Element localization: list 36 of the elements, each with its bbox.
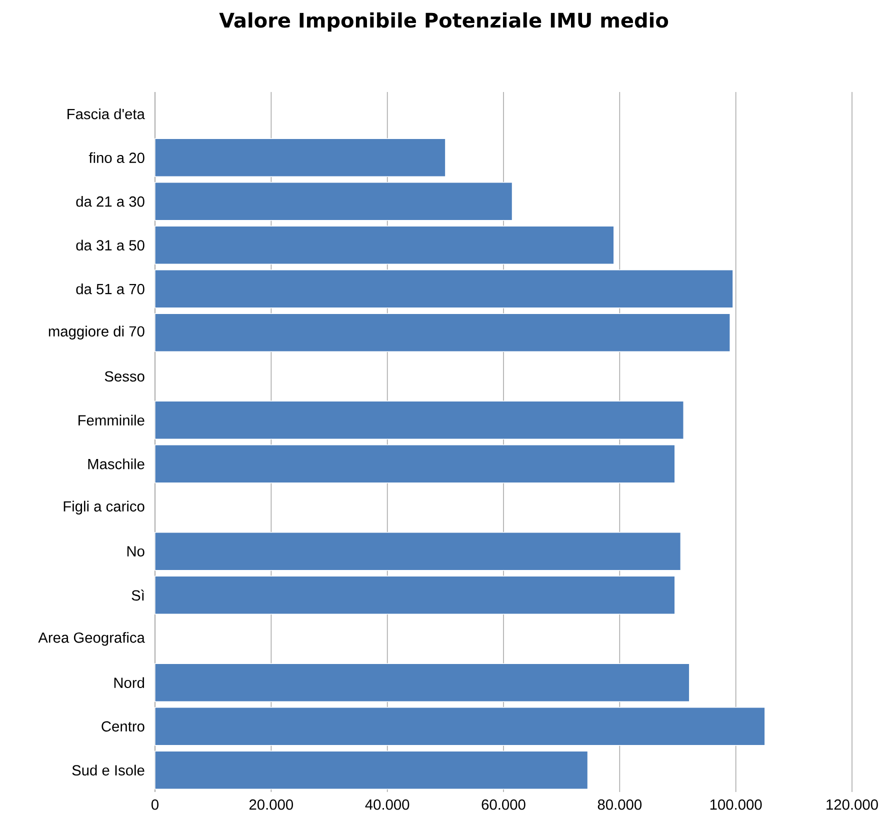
bar bbox=[154, 707, 766, 746]
bar bbox=[154, 444, 676, 484]
x-tick-label: 120.000 bbox=[826, 799, 878, 810]
bar bbox=[154, 532, 681, 571]
y-tick-label: Femminile bbox=[78, 414, 144, 426]
bar bbox=[154, 270, 734, 308]
bar bbox=[154, 313, 730, 352]
chart-title: Valore Imponibile Potenziale IMU medio bbox=[219, 12, 668, 32]
x-tick-label: 20.000 bbox=[249, 799, 294, 810]
bar bbox=[154, 138, 446, 177]
y-tick-label: fino a 20 bbox=[88, 152, 144, 164]
x-tick-label: 0 bbox=[151, 799, 158, 810]
y-tick-label: da 51 a 70 bbox=[76, 284, 144, 294]
x-tick-label: 40.000 bbox=[365, 799, 410, 810]
y-tick-label: No bbox=[127, 546, 144, 556]
y-tick-label: Sud e Isole bbox=[72, 764, 144, 776]
y-tick-label: Centro bbox=[102, 721, 144, 732]
y-tick-label: Figli a carico bbox=[64, 500, 144, 514]
y-tick-label: da 31 a 50 bbox=[76, 240, 144, 251]
y-tick-label: Sesso bbox=[104, 371, 144, 382]
x-tick-label: 100.000 bbox=[710, 799, 762, 810]
bar bbox=[154, 576, 676, 614]
y-tick-label: Fascia d'eta bbox=[68, 108, 145, 120]
y-tick-label: Maschile bbox=[88, 458, 144, 470]
y-tick-label: da 21 a 30 bbox=[76, 196, 144, 207]
bar bbox=[154, 750, 588, 790]
y-tick-label: Sì bbox=[132, 590, 144, 601]
bar bbox=[154, 182, 513, 221]
bar bbox=[154, 226, 614, 264]
y-tick-label: Nord bbox=[114, 677, 144, 688]
bar bbox=[154, 663, 690, 702]
y-tick-label: Area Geografica bbox=[38, 632, 145, 646]
x-tick-label: 80.000 bbox=[598, 799, 642, 810]
x-tick-label: 60.000 bbox=[482, 799, 526, 810]
y-tick-label: maggiore di 70 bbox=[48, 326, 144, 340]
bar bbox=[154, 400, 684, 440]
